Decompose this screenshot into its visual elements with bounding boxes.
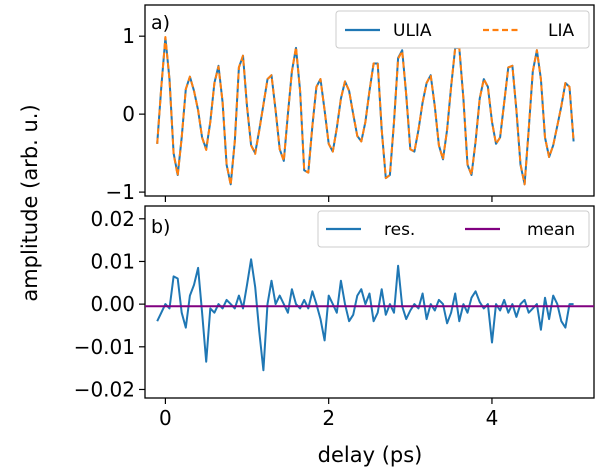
panel-a-y-tick-label: 0 [122,102,135,126]
panel-a-label: a) [151,12,170,34]
panel-b-y-tick-label: −0.01 [74,335,135,359]
panel-b-x-tick-label: 0 [159,406,172,430]
legend-label-ulia: ULIA [393,21,432,41]
series-lia-line [156,36,575,187]
panel-b-y-tick-label: 0.00 [90,292,135,316]
legend-label-lia: LIA [548,21,574,41]
panel-a-legend: ULIA LIA [335,10,590,49]
panel-a-frame [144,4,595,197]
panel-b-x-tick-label: 4 [486,406,499,430]
legend-label-mean: mean [527,220,575,240]
legend-label-res: res. [384,220,415,240]
panel-a-y-ticks: −1 0 1 [106,24,145,204]
panel-b-x-ticks: 0 2 4 [159,398,498,430]
panel-b-legend-box [317,210,590,248]
x-axis-label: delay (ps) [318,443,423,467]
panel-b-series [145,258,594,372]
panel-b-legend: res. mean [317,210,590,248]
panel-b-y-ticks: −0.02 −0.01 0.00 0.01 0.02 [74,207,145,401]
panel-b-y-tick-label: 0.02 [90,207,135,231]
panel-a-legend-box [335,10,590,49]
series-res-line [156,258,574,372]
panel-a-series [156,36,575,187]
panel-a-y-tick-label: 1 [122,24,135,48]
panel-b-y-tick-label: −0.02 [74,377,135,401]
panel-b-frame [144,205,595,399]
panel-a-y-tick-label: −1 [106,180,135,204]
y-axis-label: amplitude (arb. u.) [18,104,42,301]
panel-b: b) −0.02 −0.01 0.00 0.01 0.02 0 2 4 res. mean [74,205,595,430]
series-ulia-line [156,36,575,186]
panel-b-y-tick-label: 0.01 [90,249,135,273]
panel-a: a) −1 0 1 ULIA LIA [106,4,595,204]
panel-b-x-tick-label: 2 [322,406,335,430]
panel-a-x-ticks [164,196,493,202]
panel-b-label: b) [151,216,170,238]
